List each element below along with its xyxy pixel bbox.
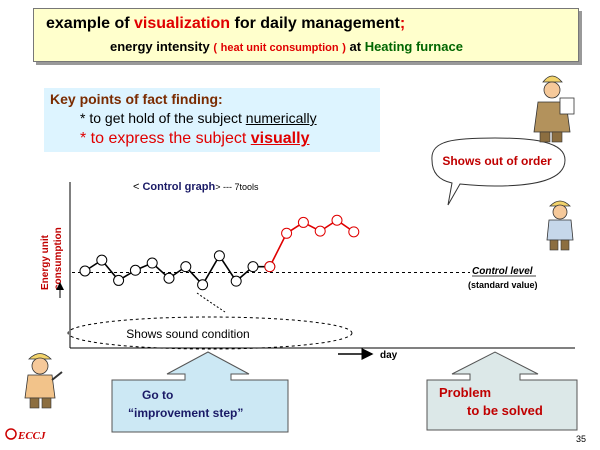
- normal-series: [79, 250, 276, 291]
- graph-title: < Control graph> --- 7tools: [133, 181, 259, 193]
- subtitle-paren-open: (: [213, 42, 217, 54]
- subtitle-paren-text: heat unit consumption: [220, 42, 339, 54]
- normal-series-point: [113, 274, 125, 286]
- bullet-2-emphasis: visually: [250, 130, 310, 147]
- normal-series-point: [197, 279, 209, 291]
- bullet-1-text: * to get hold of the subject: [80, 110, 246, 126]
- logo-icon: [5, 428, 17, 440]
- abnormal-series: [264, 214, 360, 273]
- title-semicolon: ;: [399, 15, 406, 32]
- graph-title-post: > --- 7tools: [215, 182, 259, 192]
- improvement-label-1: Go to: [142, 388, 173, 402]
- improvement-callout: [111, 351, 289, 433]
- worker-clipboard-icon: [533, 75, 575, 143]
- abnormal-series-point: [281, 227, 293, 239]
- normal-series-point: [79, 265, 91, 277]
- title-line-1: example of visualization for daily manag…: [46, 15, 405, 33]
- control-level-label: Control level: [472, 266, 533, 277]
- worker-waving-icon: [24, 353, 63, 409]
- normal-series-point: [146, 257, 158, 269]
- abnormal-series-line: [269, 219, 355, 268]
- key-points-box: Key points of fact finding: * to get hol…: [44, 88, 380, 152]
- graph-title-main: Control graph: [142, 181, 215, 193]
- normal-series-point: [230, 275, 242, 287]
- title-line-2: energy intensity ( heat unit consumption…: [110, 39, 463, 54]
- y-axis-label-1: Energy unit: [40, 234, 51, 290]
- title-text: example of: [46, 15, 135, 32]
- out-of-order-label: Shows out of order: [442, 154, 552, 168]
- normal-series-point: [247, 261, 259, 273]
- normal-series-point: [163, 272, 175, 284]
- normal-series-line: [84, 254, 270, 287]
- subtitle-at: at: [349, 39, 362, 54]
- normal-series-point: [213, 250, 225, 262]
- sound-condition-ellipse: [67, 316, 353, 350]
- abnormal-series-point: [314, 225, 326, 237]
- x-axis-label: day: [380, 350, 398, 361]
- worker-pointing-icon: [546, 200, 574, 251]
- abnormal-series-point: [297, 216, 309, 228]
- sound-connector: [196, 292, 226, 313]
- y-axis-label-2: consumption: [53, 227, 64, 290]
- sound-condition-label: Shows sound condition: [126, 327, 249, 341]
- title-text-2: for daily management: [230, 15, 400, 32]
- subtitle-text: energy intensity: [110, 39, 210, 54]
- improvement-label-2: “improvement step”: [128, 406, 243, 420]
- subtitle-paren-close: ): [342, 42, 346, 54]
- key-points-heading: Key points of fact finding:: [50, 91, 223, 107]
- key-points-bullet-2: * to express the subject visually: [80, 130, 309, 148]
- title-emphasis: visualization: [134, 15, 231, 32]
- bullet-2-text: * to express the subject: [80, 130, 251, 147]
- out-of-order-bubble: [431, 137, 566, 206]
- problem-label-2: to be solved: [467, 403, 543, 418]
- normal-series-point: [180, 261, 192, 273]
- subtitle-place: Heating furnace: [364, 39, 463, 54]
- normal-series-point: [129, 264, 141, 276]
- graph-title-pre: <: [133, 181, 142, 193]
- title-box: example of visualization for daily manag…: [33, 8, 579, 62]
- abnormal-series-point: [331, 214, 343, 226]
- page-number: 35: [575, 434, 586, 444]
- normal-series-point: [96, 254, 108, 266]
- eccj-logo: ECCJ: [18, 430, 46, 442]
- key-points-bullet-1: * to get hold of the subject numerically: [80, 110, 317, 126]
- problem-label-1: Problem: [439, 385, 491, 400]
- bullet-1-emphasis: numerically: [245, 110, 317, 126]
- abnormal-series-point: [264, 261, 276, 273]
- abnormal-series-point: [348, 226, 360, 238]
- standard-value-label: (standard value): [468, 280, 538, 290]
- problem-callout: [426, 351, 578, 431]
